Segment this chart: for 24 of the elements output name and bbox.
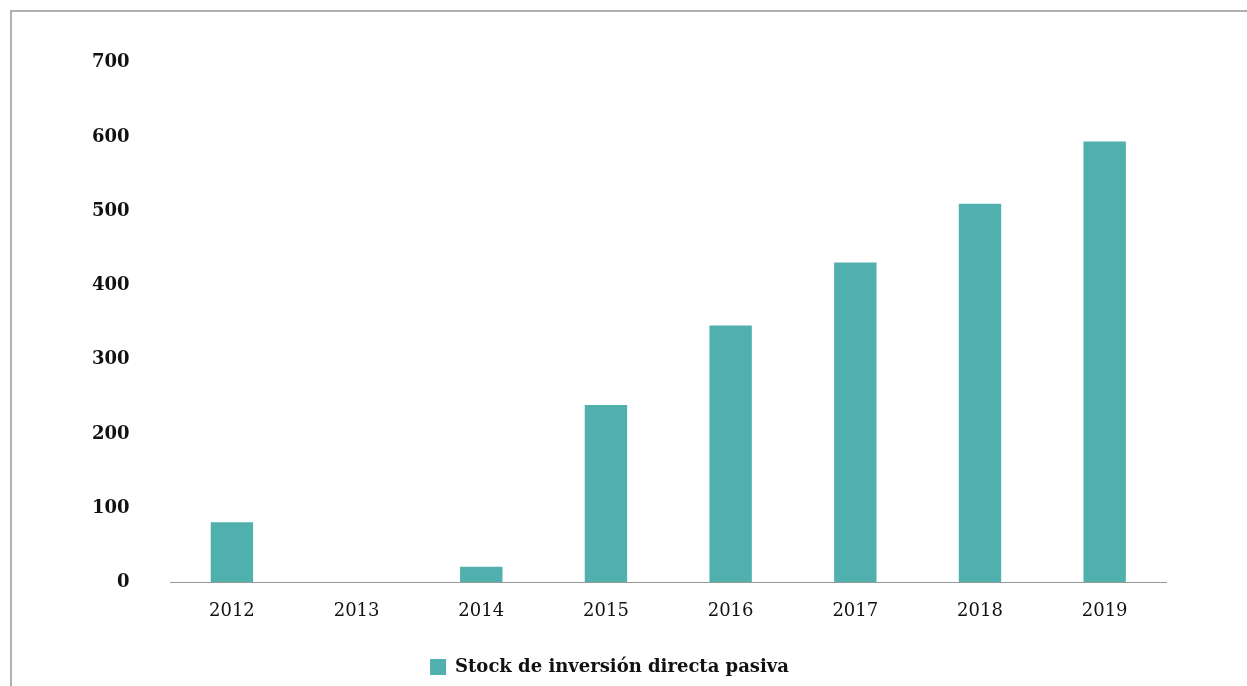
y-tick-label: 300 xyxy=(92,347,130,369)
x-tick-label: 2013 xyxy=(333,598,380,620)
legend-label: Stock de inversión directa pasiva xyxy=(455,654,790,676)
y-tick-label: 200 xyxy=(92,421,130,443)
y-tick-label: 700 xyxy=(92,50,130,72)
bar xyxy=(210,522,254,582)
x-tick-label: 2016 xyxy=(707,598,754,620)
y-tick-label: 0 xyxy=(117,570,130,592)
y-tick-label: 100 xyxy=(92,495,130,517)
y-tick-label: 500 xyxy=(92,198,130,220)
y-tick-label: 600 xyxy=(92,124,130,146)
x-tick-label: 2018 xyxy=(957,598,1003,620)
bar xyxy=(709,325,752,582)
x-tick-label: 2012 xyxy=(209,598,255,620)
x-tick-label: 2015 xyxy=(583,598,629,620)
y-tick-label: 400 xyxy=(92,273,130,295)
bar xyxy=(1083,141,1126,582)
bar xyxy=(834,262,877,582)
x-tick-label: 2014 xyxy=(458,598,505,620)
bar xyxy=(958,203,1002,582)
bar xyxy=(460,566,503,582)
x-tick-label: 2019 xyxy=(1081,598,1128,620)
x-tick-label: 2017 xyxy=(832,598,879,620)
bar xyxy=(584,404,628,582)
